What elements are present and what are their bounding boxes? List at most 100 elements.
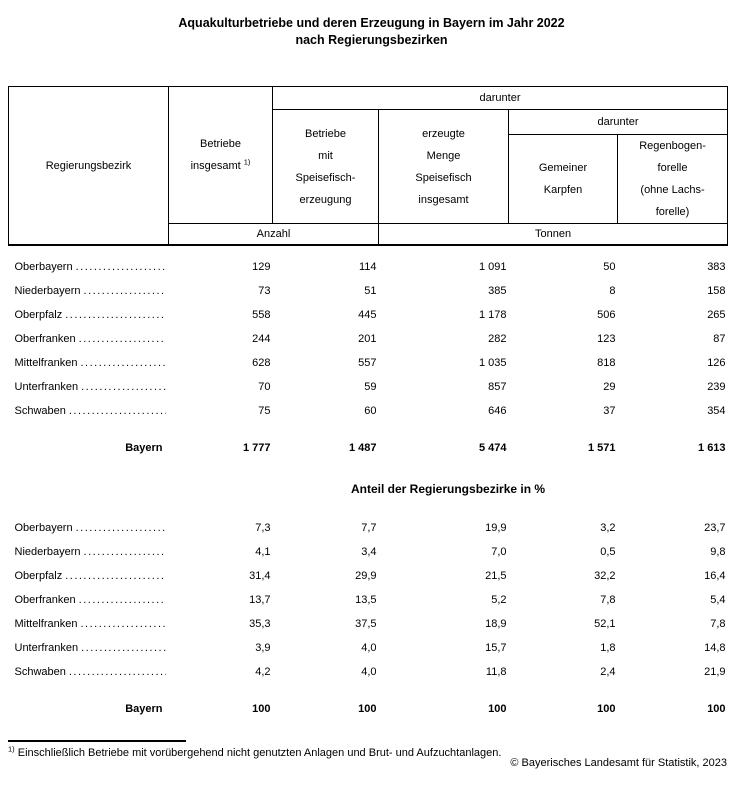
footnote-rule [8, 740, 186, 742]
value-betriebe-insgesamt: 73 [258, 285, 271, 297]
percent-total-block: Bayern 100 100 100 100 100 [9, 684, 728, 726]
header-betriebe-insgesamt: Betriebe insgesamt 1) [168, 86, 273, 224]
dot-leader [79, 594, 166, 606]
table-row: Oberfranken 244 201 282 123 87 [9, 327, 728, 351]
percent-karpfen: 32,2 [594, 570, 616, 582]
value-karpfen: 29 [603, 381, 616, 393]
value-betriebe-insgesamt: 129 [252, 261, 271, 273]
region-cell: Unterfranken [9, 375, 169, 399]
percent-karpfen: 52,1 [594, 618, 616, 630]
dot-leader [80, 618, 165, 630]
table-row: Mittelfranken 35,3 37,5 18,9 52,1 7,8 [9, 612, 728, 636]
percent-betriebe-insgesamt: 31,4 [249, 570, 271, 582]
value-karpfen: 8 [609, 285, 616, 297]
header-gemeiner-karpfen: Gemeiner Karpfen [508, 134, 618, 224]
total-row-absolute: Bayern 1 777 1 487 5 474 1 571 1 613 [9, 423, 728, 465]
title-line-1: Aquakulturbetriebe und deren Erzeugung i… [178, 16, 565, 30]
region-label: Unterfranken [14, 381, 79, 393]
table-row: Niederbayern 4,1 3,4 7,0 0,5 9,8 [9, 540, 728, 564]
region-cell: Oberbayern [9, 509, 169, 540]
statistics-table: Regierungsbezirk Betriebe insgesamt 1) d… [8, 86, 729, 726]
value-menge-speisefisch: 857 [488, 381, 507, 393]
total-percent-5: 100 [707, 703, 726, 715]
dot-leader [84, 285, 166, 297]
percent-values-block: Oberbayern 7,3 7,7 19,9 3,2 23,7 Niederb… [9, 509, 728, 684]
footnote-marker: 1) [243, 157, 251, 167]
header-regenbogenforelle: Regenbogen- forelle (ohne Lachs- forelle… [616, 134, 729, 224]
total-karpfen: 1 571 [587, 442, 616, 454]
table-row: Oberbayern 129 114 1 091 50 383 [9, 245, 728, 279]
total-betriebe-insgesamt: 1 777 [242, 442, 271, 454]
value-menge-speisefisch: 385 [488, 285, 507, 297]
value-betriebe-insgesamt: 244 [252, 333, 271, 345]
region-label: Oberpfalz [14, 309, 63, 321]
percent-karpfen: 2,4 [600, 666, 616, 678]
value-menge-speisefisch: 646 [488, 405, 507, 417]
percent-regenbogenforelle: 16,4 [704, 570, 726, 582]
region-cell: Niederbayern [9, 279, 169, 303]
value-regenbogenforelle: 265 [707, 309, 726, 321]
region-label: Oberfranken [14, 594, 76, 606]
region-label: Oberbayern [14, 522, 73, 534]
total-percent-2: 100 [358, 703, 377, 715]
table-row: Oberpfalz 31,4 29,9 21,5 32,2 16,4 [9, 564, 728, 588]
region-cell: Oberbayern [9, 245, 169, 279]
unit-tonnen: Tonnen [377, 223, 729, 246]
header-darunter-inner: darunter [507, 109, 729, 135]
percent-regenbogenforelle: 5,4 [710, 594, 726, 606]
total-percent-4: 100 [597, 703, 616, 715]
dot-leader [65, 570, 165, 582]
percent-betriebe-insgesamt: 13,7 [249, 594, 271, 606]
table-row: Unterfranken 3,9 4,0 15,7 1,8 14,8 [9, 636, 728, 660]
table-row: Schwaben 75 60 646 37 354 [9, 399, 728, 423]
table-row: Schwaben 4,2 4,0 11,8 2,4 21,9 [9, 660, 728, 684]
table-row: Mittelfranken 628 557 1 035 818 126 [9, 351, 728, 375]
percent-menge-speisefisch: 5,2 [491, 594, 507, 606]
percent-betriebe-speisefisch: 4,0 [361, 642, 377, 654]
dot-leader [81, 381, 165, 393]
total-percent-1: 100 [252, 703, 271, 715]
title-line-2: nach Regierungsbezirken [295, 33, 448, 47]
region-cell: Schwaben [9, 399, 169, 423]
region-label: Oberpfalz [14, 570, 63, 582]
value-regenbogenforelle: 354 [707, 405, 726, 417]
region-label: Niederbayern [14, 285, 81, 297]
percent-betriebe-speisefisch: 13,5 [355, 594, 377, 606]
table-row: Oberfranken 13,7 13,5 5,2 7,8 5,4 [9, 588, 728, 612]
value-betriebe-speisefisch: 201 [358, 333, 377, 345]
value-betriebe-speisefisch: 557 [358, 357, 377, 369]
region-cell-total: Bayern [125, 442, 163, 454]
region-cell: Niederbayern [9, 540, 169, 564]
total-regenbogenforelle: 1 613 [698, 442, 726, 454]
percent-betriebe-insgesamt: 4,2 [255, 666, 271, 678]
value-regenbogenforelle: 126 [707, 357, 726, 369]
dot-leader [81, 642, 165, 654]
value-karpfen: 50 [603, 261, 616, 273]
value-betriebe-insgesamt: 70 [258, 381, 271, 393]
percent-regenbogenforelle: 7,8 [710, 618, 726, 630]
table-row: Oberbayern 7,3 7,7 19,9 3,2 23,7 [9, 509, 728, 540]
dot-leader [79, 333, 166, 345]
percent-karpfen: 0,5 [600, 546, 616, 558]
region-label: Oberfranken [14, 333, 76, 345]
dot-leader [69, 666, 166, 678]
value-regenbogenforelle: 383 [707, 261, 726, 273]
header-darunter-outer: darunter [271, 86, 729, 110]
value-regenbogenforelle: 158 [707, 285, 726, 297]
region-cell: Oberpfalz [9, 303, 169, 327]
region-label: Schwaben [14, 666, 66, 678]
subtitle-block: Anteil der Regierungsbezirke in % [9, 465, 728, 509]
percent-karpfen: 7,8 [600, 594, 616, 606]
region-cell: Mittelfranken [9, 351, 169, 375]
percent-karpfen: 3,2 [600, 522, 616, 534]
footnote: 1) Einschließlich Betriebe mit vorüberge… [8, 745, 743, 759]
percent-menge-speisefisch: 15,7 [485, 642, 507, 654]
value-betriebe-insgesamt: 628 [252, 357, 271, 369]
percent-regenbogenforelle: 21,9 [704, 666, 726, 678]
table-row: Niederbayern 73 51 385 8 158 [9, 279, 728, 303]
percent-betriebe-insgesamt: 4,1 [255, 546, 271, 558]
percent-section-subtitle: Anteil der Regierungsbezirke in % [351, 482, 546, 496]
region-cell: Oberfranken [9, 588, 169, 612]
region-label: Unterfranken [14, 642, 79, 654]
